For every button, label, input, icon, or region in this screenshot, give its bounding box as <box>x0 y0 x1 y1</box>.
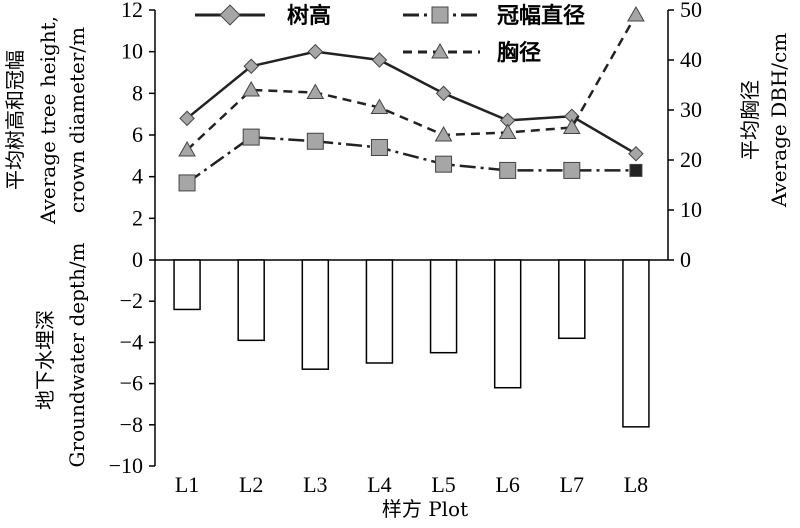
right-tick-label: 10 <box>680 197 702 222</box>
left-tick-label: 12 <box>121 0 143 22</box>
legend-label-height: 树高 <box>287 3 331 29</box>
right-tick-label: 20 <box>680 147 702 172</box>
series-2-point <box>242 80 261 97</box>
series-0-point <box>435 85 452 102</box>
series-0-point <box>307 43 324 60</box>
right-tick-label: 0 <box>680 247 691 272</box>
legend-item-height: 树高 <box>195 3 331 29</box>
right-axis-ticks: 0 10 20 30 40 50 <box>668 0 702 272</box>
left-tick-label: −6 <box>120 371 143 396</box>
category-label: L5 <box>431 472 455 497</box>
series-1-point <box>499 161 517 179</box>
left-tick-label: 8 <box>132 80 143 105</box>
left-tick-label: 2 <box>132 205 143 230</box>
series-0-point <box>179 110 195 127</box>
left-axis-title-en-2: crown diameter/m <box>65 27 89 213</box>
x-axis-title: 样方 Plot <box>382 497 468 521</box>
left-tick-label: −8 <box>120 412 143 437</box>
series-line-1 <box>186 135 636 184</box>
category-label: L4 <box>367 472 391 497</box>
groundwater-bars <box>173 259 650 428</box>
left-axis-ticks: −10 −8 −6 −4 −2 0 2 4 6 8 10 12 <box>109 0 155 478</box>
left-tick-label: 4 <box>132 164 143 189</box>
legend-label-dbh: 胸径 <box>497 40 541 66</box>
right-tick-label: 30 <box>680 97 702 122</box>
category-label: L1 <box>175 472 199 497</box>
series-0-point <box>371 52 388 68</box>
series-2-point <box>434 125 453 142</box>
series-1-point <box>242 128 260 146</box>
groundwater-bar <box>173 259 201 311</box>
lower-axis-title-cn: 地下水埋深 <box>33 310 57 410</box>
legend-item-dbh: 胸径 <box>403 40 541 66</box>
groundwater-bar <box>301 259 330 370</box>
series-2-point <box>562 118 581 134</box>
left-tick-label: −2 <box>120 288 143 313</box>
right-tick-label: 40 <box>680 47 702 72</box>
series-2-point <box>306 83 325 99</box>
right-tick-label: 50 <box>680 0 702 22</box>
lower-axis-title-en: Groundwater depth/m <box>65 242 89 467</box>
category-label: L2 <box>239 472 263 497</box>
series-line-0 <box>186 50 637 155</box>
left-tick-label: −4 <box>120 329 143 354</box>
right-axis-title-en: Average DBH/cm <box>767 33 791 208</box>
series-lines <box>178 5 645 192</box>
left-tick-label: 6 <box>132 122 143 147</box>
category-label: L3 <box>303 472 327 497</box>
legend: 树高 冠幅直径 胸径 <box>195 3 585 66</box>
groundwater-bar <box>622 259 650 428</box>
series-2-point <box>498 123 517 139</box>
category-label: L7 <box>560 472 584 497</box>
groundwater-bar <box>237 259 265 342</box>
series-1-point <box>370 139 388 156</box>
groundwater-bar <box>365 259 394 364</box>
series-1-point <box>435 155 453 173</box>
legend-label-crown: 冠幅直径 <box>497 3 585 29</box>
category-label: L6 <box>495 472 519 497</box>
series-1-point <box>178 174 196 192</box>
groundwater-bar <box>558 259 586 340</box>
right-axis-title-cn: 平均胸径 <box>738 80 762 160</box>
series-2-point <box>627 5 645 22</box>
groundwater-bar <box>493 259 522 389</box>
series-2-point <box>370 98 389 114</box>
left-axis-title-en-1: Average tree height, <box>36 16 60 225</box>
left-tick-label: 0 <box>132 247 143 272</box>
series-0-point <box>628 145 644 162</box>
category-labels: L1 L2 L3 L4 L5 L6 L7 L8 <box>175 472 648 497</box>
series-0-point <box>499 112 516 129</box>
left-axis-title-cn: 平均树高和冠幅 <box>3 50 27 190</box>
series-1-point <box>306 132 324 150</box>
series-1-point <box>563 161 581 179</box>
series-line-2 <box>186 14 638 151</box>
series-2-point <box>178 140 196 157</box>
groundwater-bar <box>429 259 458 354</box>
series-0-point <box>243 58 259 75</box>
category-label: L8 <box>624 472 648 497</box>
legend-item-crown: 冠幅直径 <box>403 3 585 29</box>
series-1-point <box>629 163 643 177</box>
left-tick-label: 10 <box>121 39 143 64</box>
left-tick-label: −10 <box>109 453 143 478</box>
